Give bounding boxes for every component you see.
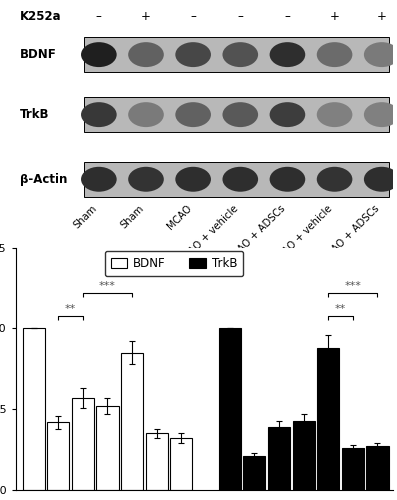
Ellipse shape [222,167,258,192]
Bar [96,406,119,490]
Bar [47,422,69,490]
Bar [366,446,389,490]
Ellipse shape [222,102,258,127]
Ellipse shape [317,42,353,67]
Bar [84,38,389,72]
Text: –: – [96,10,102,22]
Text: –: – [237,10,243,22]
Ellipse shape [175,167,211,192]
Bar [293,420,315,490]
Bar [23,328,45,490]
Ellipse shape [175,102,211,127]
Text: MCAO + vehicle: MCAO + vehicle [176,204,240,268]
Bar [317,348,339,490]
Bar [84,162,389,196]
Text: BDNF: BDNF [19,48,56,61]
Ellipse shape [81,102,117,127]
Ellipse shape [364,167,397,192]
Text: –: – [190,10,196,22]
Text: –: – [285,10,290,22]
Bar [84,98,389,132]
Text: K252a: K252a [19,10,61,22]
Text: MCAO + ADSCs: MCAO + ADSCs [320,204,382,266]
Text: **: ** [65,304,76,314]
Legend: BDNF, TrkB: BDNF, TrkB [105,251,243,276]
Text: Sham: Sham [119,204,146,231]
Bar [170,438,193,490]
Ellipse shape [128,102,164,127]
Text: MCAO + vehicle: MCAO + vehicle [271,204,335,268]
Ellipse shape [81,42,117,67]
Ellipse shape [81,167,117,192]
Text: +: + [141,10,151,22]
Ellipse shape [270,42,305,67]
Ellipse shape [175,42,211,67]
Bar [243,456,266,490]
Bar [146,434,168,490]
Ellipse shape [364,42,397,67]
Bar [72,398,94,490]
Ellipse shape [270,167,305,192]
Text: Sham: Sham [72,204,99,231]
Text: ***: *** [345,282,361,292]
Ellipse shape [317,102,353,127]
Ellipse shape [222,42,258,67]
Bar [268,427,290,490]
Text: TrkB: TrkB [19,108,49,121]
Text: MCAO + ADSCs: MCAO + ADSCs [225,204,287,266]
Text: β-Actin: β-Actin [19,173,67,186]
Bar [121,352,143,490]
Bar [219,328,241,490]
Ellipse shape [317,167,353,192]
Text: ***: *** [99,282,116,292]
Text: +: + [377,10,387,22]
Text: +: + [330,10,339,22]
Ellipse shape [364,102,397,127]
Text: **: ** [335,304,346,314]
Ellipse shape [128,42,164,67]
Text: MCAO: MCAO [165,204,193,232]
Ellipse shape [270,102,305,127]
Ellipse shape [128,167,164,192]
Bar [342,448,364,490]
